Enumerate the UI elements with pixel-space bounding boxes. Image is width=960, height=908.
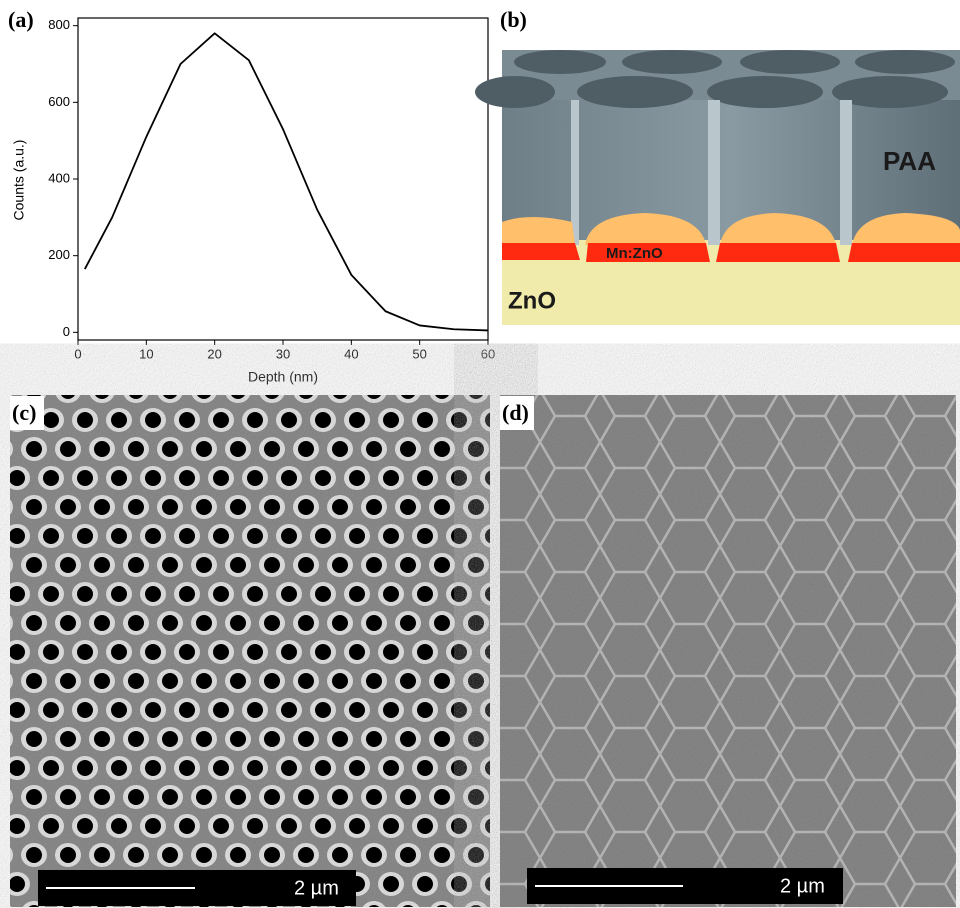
sem-image: (d) 2 µm [500, 395, 956, 907]
plot-frame [78, 18, 488, 340]
x-tick-label: 10 [139, 346, 153, 361]
chart: (a) Depth (nm) Counts (a.u.) 0 10 20 30 40 50… [8, 7, 495, 385]
mn-zno-layer [502, 243, 960, 262]
y-tick-label: 600 [48, 94, 70, 109]
panel-label: (c) [12, 400, 36, 425]
x-tick-label: 50 [412, 346, 426, 361]
y-tick-label: 200 [48, 247, 70, 262]
panel-label: (b) [500, 7, 527, 32]
x-tick-label: 20 [207, 346, 221, 361]
panel-label: (d) [502, 400, 529, 425]
x-axis-title: Depth (nm) [248, 369, 318, 385]
figure: (a) Depth (nm) Counts (a.u.) 0 10 20 30 40 50… [0, 0, 960, 908]
diagram: (b) PAA Mn:ZnO ZnO [475, 0, 960, 325]
y-tick-label: 0 [63, 324, 70, 339]
panel-label: (a) [8, 7, 34, 32]
page: {"chart_data": {"type": "line", "panel_l… [0, 0, 960, 908]
layer-label: Mn:ZnO [606, 245, 663, 262]
y-tick-label: 400 [48, 170, 70, 185]
x-tick-label: 40 [344, 346, 358, 361]
data-line [85, 33, 488, 330]
scale-bar-label: 2 µm [294, 877, 339, 899]
layer-label: PAA [883, 146, 936, 176]
y-axis-title: Counts (a.u.) [11, 140, 27, 221]
panel-bg [500, 0, 960, 40]
sem-texture [10, 395, 490, 907]
layer-label: ZnO [508, 287, 556, 314]
x-tick-label: 60 [481, 346, 495, 361]
grain-boundaries [500, 395, 956, 907]
sem-image: (c) 2 µm [10, 395, 490, 907]
x-tick-label: 0 [74, 346, 81, 361]
scale-bar-label: 2 µm [780, 875, 825, 897]
y-tick-label: 800 [48, 17, 70, 32]
x-tick-label: 30 [276, 346, 290, 361]
